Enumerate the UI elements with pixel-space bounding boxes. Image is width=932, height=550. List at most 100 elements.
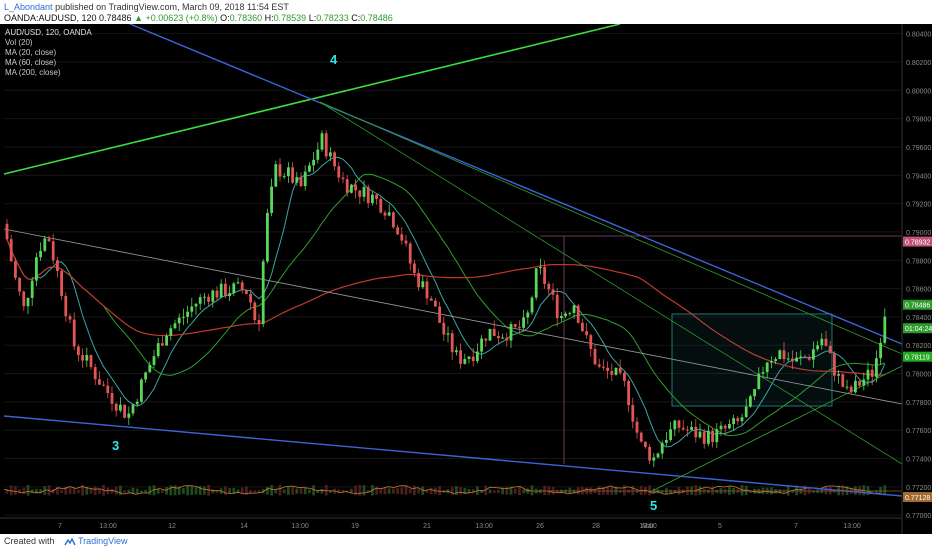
volume-bar xyxy=(320,489,324,494)
legend-item-vol[interactable]: Vol (20) xyxy=(5,38,33,47)
candle-body xyxy=(85,354,89,361)
volume-bar xyxy=(249,489,252,494)
volume-bar xyxy=(303,487,307,495)
candle-body xyxy=(488,328,492,341)
x-tick-label: 13:00 xyxy=(475,523,493,530)
volume-bar xyxy=(383,487,387,495)
volume-bar xyxy=(224,486,227,495)
candle-body xyxy=(589,335,593,349)
candle-body xyxy=(383,212,387,216)
volume-bar xyxy=(425,490,429,493)
price-label: 0.78119 xyxy=(905,355,930,362)
candle-body xyxy=(77,346,80,356)
candle-body xyxy=(585,331,588,336)
candle-body xyxy=(807,357,811,360)
candle-body xyxy=(530,297,534,313)
candle-body xyxy=(543,266,546,284)
price-chart[interactable]: 4 3 5 0.80400 0.80200 0.80000 0.79800 0.79600 0… xyxy=(0,24,932,534)
volume-bar xyxy=(438,485,441,496)
candle-body xyxy=(673,420,677,430)
volume-bar xyxy=(530,485,534,496)
candle-body xyxy=(774,359,777,362)
support-line xyxy=(649,365,903,493)
candle-body xyxy=(753,389,756,397)
y-tick-label: 0.78000 xyxy=(906,372,931,379)
price-label-bg xyxy=(903,299,932,310)
ohlc-l-value: 0.78233 xyxy=(316,13,349,23)
candle-body xyxy=(480,338,483,352)
candle-body xyxy=(467,356,471,360)
candle-body xyxy=(471,356,475,362)
volume-bar xyxy=(522,489,525,494)
y-tick-label: 0.78400 xyxy=(906,315,931,322)
volume-bar xyxy=(26,484,30,496)
volume-bar xyxy=(245,486,248,495)
candle-body xyxy=(253,302,257,320)
candle-body xyxy=(333,152,336,167)
volume-bar xyxy=(119,485,122,496)
volume-bar xyxy=(85,486,89,495)
fan-line-1 xyxy=(319,101,903,465)
candle-body xyxy=(509,324,513,341)
legend-item-ma20[interactable]: MA (20, close) xyxy=(5,48,57,57)
ohlc-h-label: H: xyxy=(264,13,274,23)
candle-body xyxy=(862,379,866,386)
candle-body xyxy=(820,338,824,346)
candle-body xyxy=(64,295,68,317)
candle-body xyxy=(610,370,614,375)
volume-bar xyxy=(140,490,143,493)
upper-trendline-blue xyxy=(129,24,903,345)
chart-area[interactable]: 4 3 5 0.80400 0.80200 0.80000 0.79800 0.79600 0… xyxy=(0,24,932,534)
volume-bar xyxy=(89,488,93,494)
candle-body xyxy=(484,338,488,341)
y-tick-label: 0.79000 xyxy=(906,230,931,237)
candle-body xyxy=(299,177,303,187)
candle-body xyxy=(219,283,223,298)
ma200-line xyxy=(6,238,885,376)
candle-body xyxy=(833,353,836,376)
candle-body xyxy=(308,165,311,172)
candle-body xyxy=(434,300,437,307)
price-label: 0.77128 xyxy=(905,495,930,502)
candle-body xyxy=(173,323,177,329)
candle-body xyxy=(564,313,567,317)
candle-body xyxy=(702,431,706,444)
volume-bar xyxy=(673,490,677,493)
tradingview-logo-icon xyxy=(64,537,76,545)
candle-body xyxy=(711,430,714,443)
candle-body xyxy=(261,261,265,325)
quote-line: OANDA:AUDUSD, 120 0.78486 ▲ +0.00623 (+0… xyxy=(4,13,393,23)
candle-body xyxy=(442,322,446,335)
candle-body xyxy=(341,177,345,180)
volume-bar xyxy=(375,486,378,495)
candle-body xyxy=(161,343,164,346)
legend-item-ma60[interactable]: MA (60, close) xyxy=(5,58,57,67)
y-tick-label: 0.77400 xyxy=(906,457,931,464)
x-tick-label: 13:00 xyxy=(843,523,861,530)
tradingview-link[interactable]: TradingView xyxy=(64,536,128,546)
volume-bar xyxy=(114,486,118,495)
candle-body xyxy=(795,357,798,362)
publish-line: L_Abondant published on TradingView.com,… xyxy=(4,2,289,12)
candle-body xyxy=(631,405,635,422)
volume-bar xyxy=(341,489,345,494)
chart-footer: Created with TradingView xyxy=(0,534,932,550)
candle-body xyxy=(614,367,618,375)
volume-bar xyxy=(492,490,496,493)
legend-item-ma200[interactable]: MA (200, close) xyxy=(5,68,61,77)
volume-bar xyxy=(295,488,299,494)
candle-body xyxy=(345,179,349,193)
legend-symbol: AUD/USD, 120, OANDA xyxy=(5,28,92,37)
candle-body xyxy=(518,326,521,328)
candle-body xyxy=(245,290,248,294)
volume-bar xyxy=(366,490,370,493)
author-link[interactable]: L_Abondant xyxy=(4,2,53,12)
volume-bar xyxy=(282,489,286,494)
volume-bar xyxy=(72,487,76,495)
candle-body xyxy=(707,430,710,444)
candle-body xyxy=(635,421,639,433)
candle-body xyxy=(770,361,773,363)
volume-bar xyxy=(60,489,63,494)
candle-body xyxy=(694,426,698,438)
candle-body xyxy=(560,316,563,319)
